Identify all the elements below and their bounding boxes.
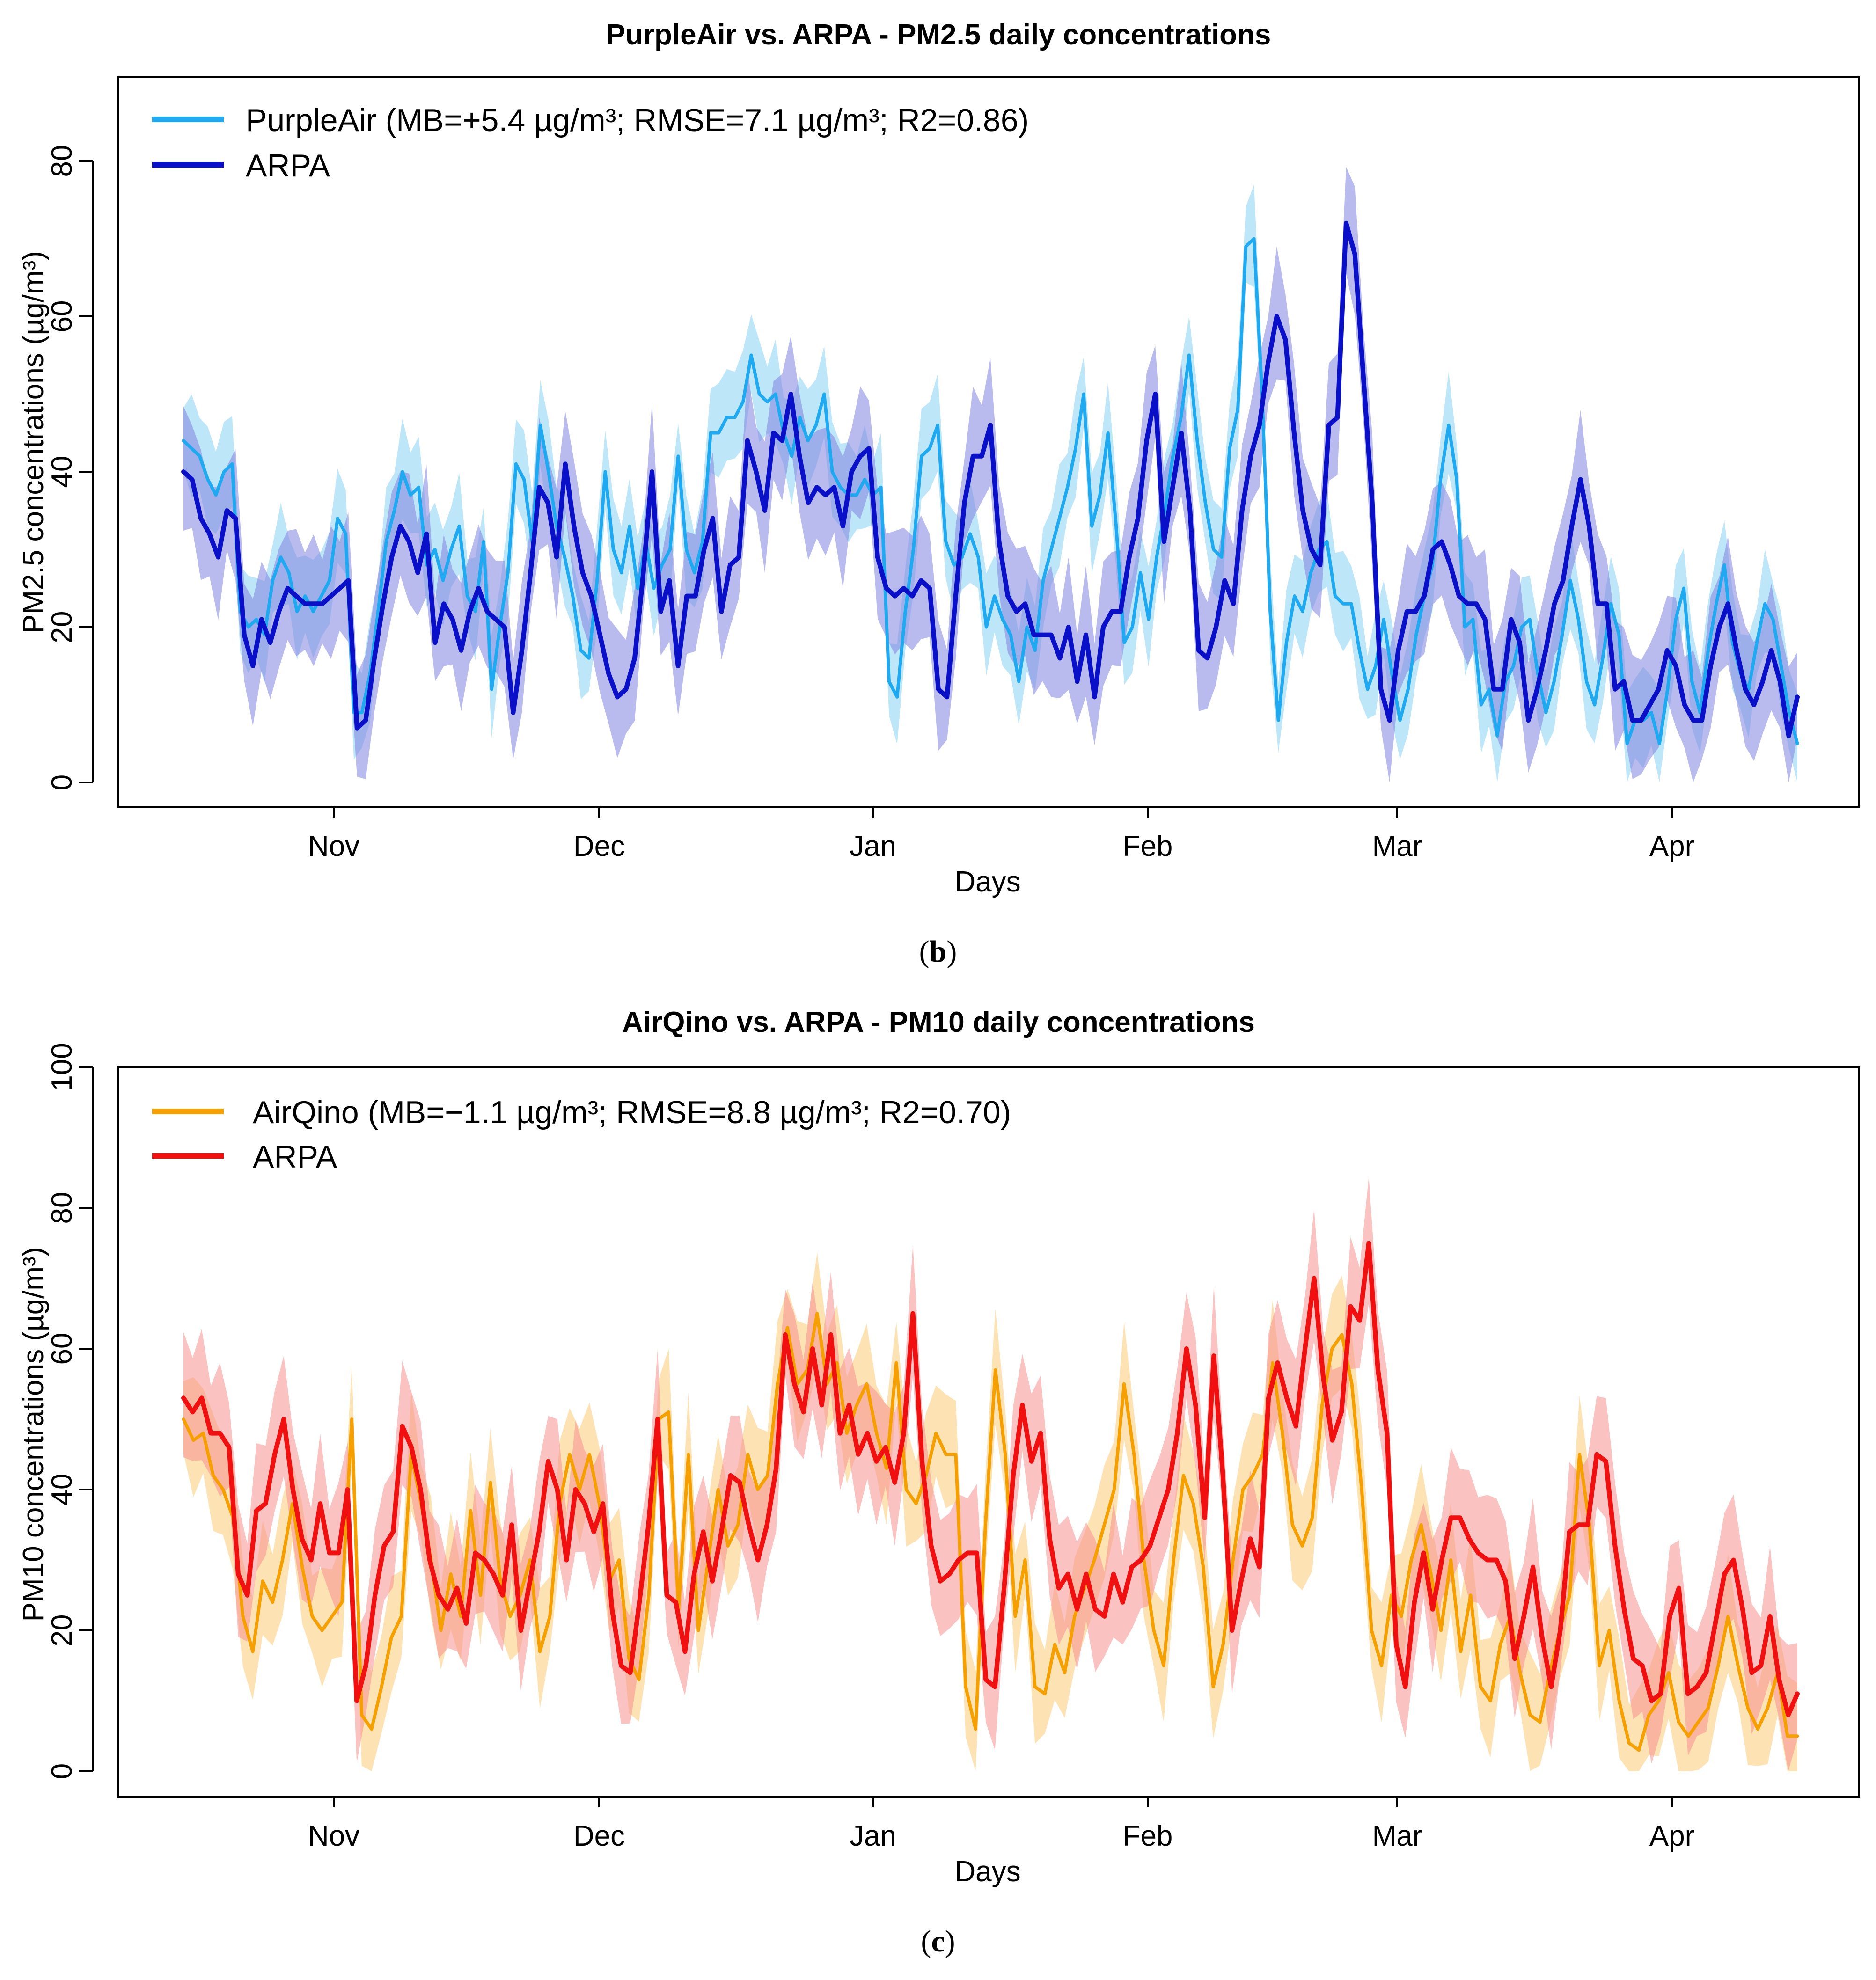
y-axis-title: PM2.5 concentrations (µg/m³)	[17, 251, 50, 634]
y-axis: 0 20 40 60 80	[46, 145, 94, 790]
x-tick-label: Feb	[1123, 830, 1173, 862]
series-line-airqino	[182, 1312, 1799, 1752]
y-tick-label: 0	[46, 774, 78, 790]
band-airqino	[183, 1252, 1797, 1771]
chart-title: PurpleAir vs. ARPA - PM2.5 daily concent…	[606, 19, 1271, 51]
x-axis-title: Days	[954, 1856, 1020, 1888]
series-line-purpleair	[182, 237, 1799, 745]
y-tick-label: 40	[46, 456, 78, 488]
x-axis: Nov Dec Jan Feb Mar Apr	[308, 1797, 1694, 1852]
legend-label-arpa: ARPA	[246, 148, 330, 183]
plot-frame	[117, 1066, 1860, 1798]
x-tick-label: Nov	[308, 830, 359, 862]
y-tick-label: 60	[46, 300, 78, 333]
legend: PurpleAir (MB=+5.4 µg/m³; RMSE=7.1 µg/m³…	[152, 102, 1029, 183]
x-tick-label: Jan	[850, 830, 896, 862]
x-axis: Nov Dec Jan Feb Mar Apr	[308, 807, 1694, 862]
series-lines	[181, 1241, 1800, 1752]
x-tick-label: Jan	[850, 1820, 896, 1852]
series-line-arpa	[181, 1241, 1800, 1717]
confidence-bands	[183, 167, 1797, 783]
caption-label-b: (b)	[919, 935, 957, 969]
y-tick-label: 60	[46, 1333, 78, 1365]
panel-b-pm25-chart: PurpleAir vs. ARPA - PM2.5 daily concent…	[17, 19, 1860, 969]
x-tick-label: Dec	[573, 830, 625, 862]
y-tick-label: 0	[46, 1763, 78, 1779]
y-tick-label: 20	[46, 1615, 78, 1647]
y-tick-label: 80	[46, 145, 78, 177]
x-tick-label: Dec	[573, 1820, 625, 1852]
legend-label-purpleair: PurpleAir (MB=+5.4 µg/m³; RMSE=7.1 µg/m³…	[246, 102, 1029, 138]
band-arpa	[183, 167, 1797, 783]
series-line-arpa	[181, 220, 1800, 738]
x-tick-label: Apr	[1649, 830, 1694, 862]
y-tick-label: 40	[46, 1474, 78, 1506]
y-tick-label: 20	[46, 611, 78, 643]
caption-label-c: (c)	[921, 1924, 955, 1958]
x-tick-label: Apr	[1649, 1820, 1694, 1852]
panel-c-pm10-chart: AirQino vs. ARPA - PM10 daily concentrat…	[17, 1006, 1860, 1958]
y-axis-title: PM10 concentrations (µg/m³)	[17, 1247, 50, 1622]
plot-frame	[117, 76, 1860, 808]
y-axis: 0 20 40 60 80 100	[46, 1043, 94, 1779]
y-tick-label: 100	[46, 1043, 78, 1091]
y-tick-label: 80	[46, 1192, 78, 1224]
x-tick-label: Mar	[1372, 1820, 1422, 1852]
legend-label-arpa: ARPA	[253, 1139, 337, 1175]
legend: AirQino (MB=−1.1 µg/m³; RMSE=8.8 µg/m³; …	[152, 1095, 1011, 1175]
x-tick-label: Feb	[1123, 1820, 1173, 1852]
series-lines	[181, 220, 1800, 745]
legend-label-airqino: AirQino (MB=−1.1 µg/m³; RMSE=8.8 µg/m³; …	[253, 1095, 1011, 1130]
x-axis-title: Days	[954, 866, 1020, 898]
x-tick-label: Nov	[308, 1820, 359, 1852]
chart-title: AirQino vs. ARPA - PM10 daily concentrat…	[622, 1006, 1255, 1038]
x-tick-label: Mar	[1372, 830, 1422, 862]
